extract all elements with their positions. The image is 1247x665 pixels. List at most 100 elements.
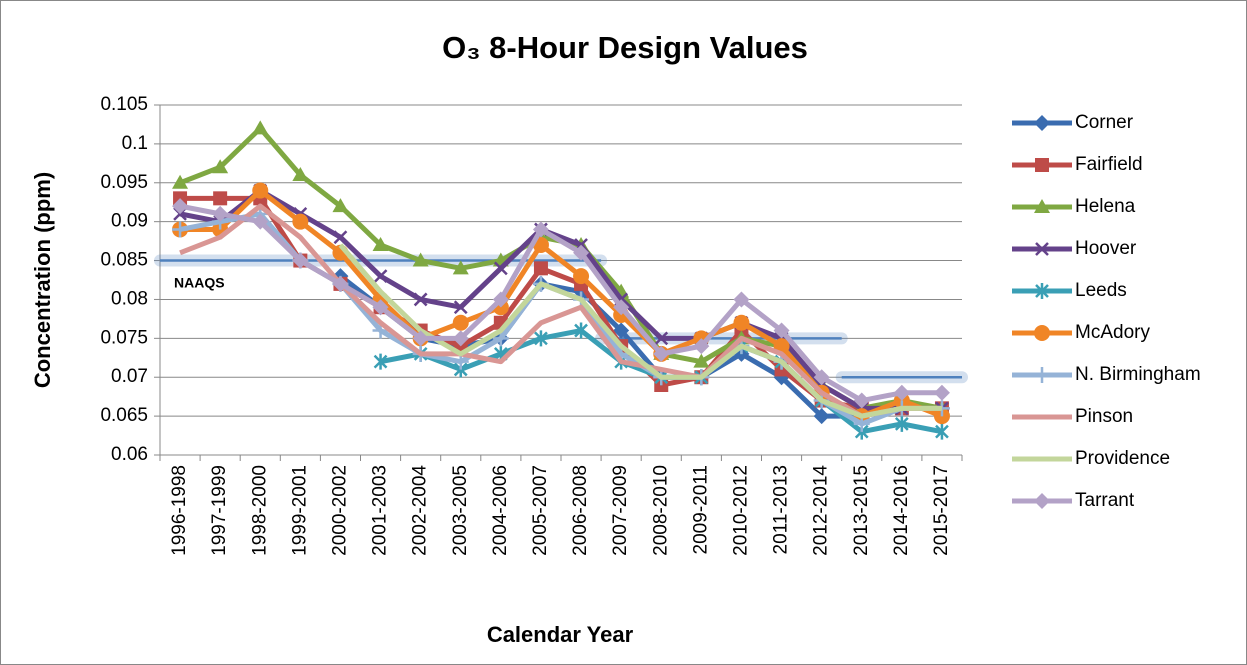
y-tick-label: 0.06 bbox=[111, 444, 148, 465]
x-tick-label: 2003-2005 bbox=[450, 465, 471, 556]
marker bbox=[613, 299, 630, 316]
legend-label: Hoover bbox=[1075, 238, 1137, 259]
marker bbox=[252, 120, 269, 135]
y-tick-label: 0.075 bbox=[100, 327, 148, 348]
marker bbox=[373, 269, 388, 283]
x-tick-label: 2001-2003 bbox=[370, 465, 391, 556]
legend-label: McAdory bbox=[1075, 322, 1150, 343]
y-tick-label: 0.085 bbox=[100, 250, 148, 271]
marker bbox=[1035, 283, 1049, 299]
x-tick-label: 2010-2012 bbox=[730, 465, 751, 556]
legend-label: Tarrant bbox=[1075, 490, 1135, 511]
marker bbox=[1035, 158, 1049, 172]
y-tick-label: 0.08 bbox=[111, 288, 148, 309]
marker bbox=[733, 291, 750, 308]
marker bbox=[452, 330, 469, 347]
legend-label: N. Birmingham bbox=[1075, 364, 1201, 385]
x-tick-label: 1998-2000 bbox=[249, 465, 270, 556]
x-tick-label: 2002-2004 bbox=[410, 465, 431, 556]
marker bbox=[653, 345, 670, 362]
marker bbox=[213, 191, 228, 206]
marker bbox=[212, 205, 229, 222]
marker bbox=[573, 268, 590, 285]
marker bbox=[893, 384, 910, 401]
marker bbox=[252, 182, 269, 199]
marker bbox=[292, 167, 309, 181]
marker bbox=[172, 221, 189, 238]
marker bbox=[773, 322, 790, 339]
marker bbox=[1034, 199, 1050, 213]
legend-label: Providence bbox=[1075, 448, 1170, 469]
marker bbox=[813, 408, 830, 425]
legend-label: Corner bbox=[1075, 112, 1134, 133]
y-tick-label: 0.07 bbox=[111, 366, 148, 387]
marker bbox=[172, 174, 189, 189]
y-tick-label: 0.09 bbox=[111, 211, 148, 232]
x-tick-label: 2014-2016 bbox=[891, 465, 912, 556]
x-tick-label: 2011-2013 bbox=[771, 465, 792, 554]
legend-label: Leeds bbox=[1075, 280, 1127, 301]
y-tick-label: 0.1 bbox=[122, 133, 148, 154]
marker bbox=[412, 252, 429, 267]
marker bbox=[453, 300, 468, 315]
marker bbox=[373, 353, 388, 370]
y-tick-label: 0.105 bbox=[100, 94, 148, 115]
marker bbox=[933, 384, 950, 401]
marker bbox=[532, 221, 549, 238]
marker bbox=[452, 314, 469, 331]
x-tick-label: 2009-2011 bbox=[690, 465, 711, 554]
y-tick-label: 0.065 bbox=[100, 405, 148, 426]
reference-label: NAAQS bbox=[174, 274, 225, 290]
marker bbox=[212, 159, 229, 174]
marker bbox=[1034, 493, 1050, 509]
legend-label: Helena bbox=[1075, 196, 1136, 217]
marker bbox=[1035, 242, 1049, 256]
x-tick-label: 2012-2014 bbox=[811, 465, 832, 556]
marker bbox=[813, 369, 830, 386]
x-tick-label: 2006-2008 bbox=[570, 465, 591, 556]
marker bbox=[332, 198, 349, 213]
marker bbox=[613, 322, 630, 339]
marker bbox=[573, 244, 590, 261]
x-tick-label: 2008-2010 bbox=[650, 465, 671, 556]
y-tick-label: 0.095 bbox=[100, 172, 148, 193]
marker bbox=[413, 292, 428, 307]
x-tick-label: 1996-1998 bbox=[169, 465, 190, 556]
marker bbox=[733, 314, 750, 331]
marker bbox=[533, 261, 548, 276]
marker bbox=[693, 353, 710, 368]
chart-title: O₃ 8-Hour Design Values bbox=[442, 30, 808, 65]
x-tick-label: 2000-2002 bbox=[329, 465, 350, 556]
marker bbox=[372, 237, 389, 251]
y-axis-label: Concentration (ppm) bbox=[30, 172, 55, 388]
marker bbox=[252, 213, 269, 230]
marker bbox=[372, 299, 389, 316]
marker bbox=[333, 230, 348, 245]
marker bbox=[292, 252, 309, 269]
series-line bbox=[179, 203, 942, 404]
marker bbox=[654, 331, 669, 346]
marker bbox=[935, 423, 949, 440]
marker bbox=[172, 198, 189, 215]
marker bbox=[1034, 367, 1050, 383]
x-tick-label: 2004-2006 bbox=[490, 465, 511, 556]
marker bbox=[534, 330, 548, 347]
x-tick-label: 1999-2001 bbox=[289, 465, 310, 556]
x-tick-label: 2007-2009 bbox=[610, 465, 631, 556]
marker bbox=[853, 392, 870, 409]
marker bbox=[894, 415, 909, 432]
legend-label: Fairfield bbox=[1075, 154, 1143, 175]
marker bbox=[693, 338, 710, 355]
marker bbox=[292, 213, 309, 230]
series-line bbox=[179, 203, 942, 419]
series-line bbox=[338, 243, 942, 419]
marker bbox=[492, 291, 509, 308]
marker bbox=[452, 260, 469, 275]
marker bbox=[412, 330, 429, 347]
marker bbox=[332, 275, 349, 292]
x-tick-label: 1997-1999 bbox=[209, 465, 230, 556]
x-tick-label: 2015-2017 bbox=[931, 465, 952, 556]
x-tick-label: 2005-2007 bbox=[530, 465, 551, 556]
legend-label: Pinson bbox=[1075, 406, 1133, 427]
